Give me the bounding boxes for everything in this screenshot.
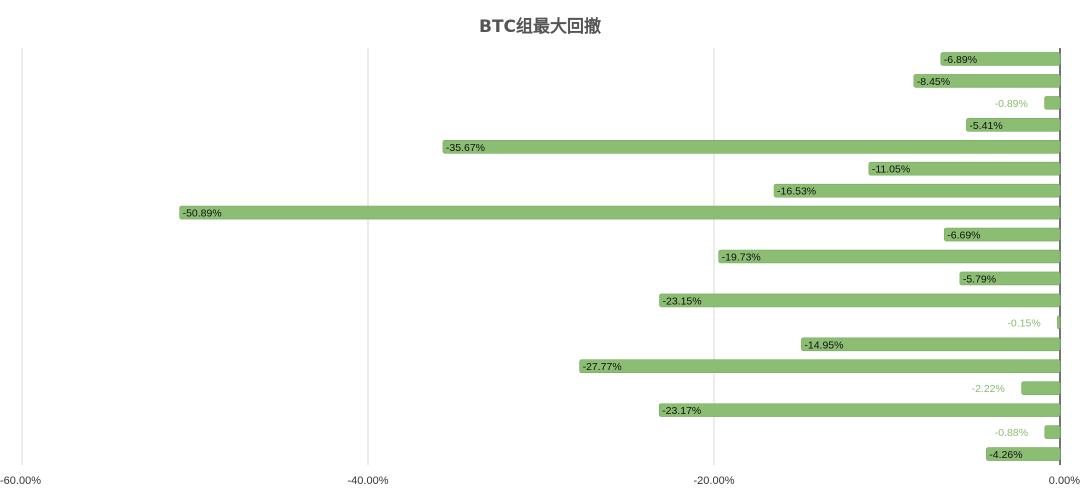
bar [718, 249, 1061, 264]
bar-value-label: -0.15% [1007, 317, 1040, 329]
bar [579, 359, 1061, 374]
bar [868, 161, 1061, 176]
bar-value-label: -5.79% [963, 273, 996, 285]
bar [943, 227, 1061, 242]
x-tick-label: -60.00% [0, 475, 41, 487]
bar-value-label: -2.22% [972, 383, 1005, 395]
x-tick-label: 0.00% [1049, 475, 1080, 487]
bar-value-label: -11.05% [872, 164, 910, 176]
bar-value-label: -6.69% [947, 230, 980, 242]
bar-value-label: -16.53% [777, 186, 816, 198]
x-tick-label: -20.00% [694, 475, 735, 487]
bar [913, 74, 1061, 88]
bar [1044, 425, 1061, 439]
bar [1057, 315, 1061, 330]
bar [773, 183, 1061, 198]
bar-value-label: -0.89% [995, 98, 1028, 110]
chart-title: BTC组最大回撤 [478, 17, 602, 37]
bar [658, 403, 1061, 417]
bar [940, 52, 1061, 66]
bar [966, 118, 1061, 132]
x-tick-label: -40.00% [348, 475, 389, 487]
bar [442, 139, 1061, 154]
bar [801, 337, 1061, 352]
bar-value-label: -19.73% [722, 252, 761, 264]
bar-value-label: -5.41% [969, 120, 1002, 132]
bar-value-label: -23.15% [663, 295, 702, 307]
bar [179, 205, 1061, 220]
bar-value-label: -8.45% [917, 76, 950, 88]
bar [1044, 96, 1061, 110]
bar-value-label: -14.95% [804, 339, 843, 351]
bar-value-label: -4.26% [989, 449, 1022, 461]
bar [986, 447, 1061, 461]
bar-value-label: -6.89% [944, 54, 977, 66]
bar [959, 271, 1061, 286]
bar-value-label: -27.77% [583, 361, 622, 373]
bar-value-label: -0.88% [995, 427, 1028, 439]
bar [1021, 381, 1061, 395]
bar [659, 293, 1061, 308]
bar-value-label: -50.89% [183, 208, 222, 220]
bar-value-label: -23.17% [662, 405, 701, 417]
bar-value-label: -35.67% [446, 142, 485, 154]
